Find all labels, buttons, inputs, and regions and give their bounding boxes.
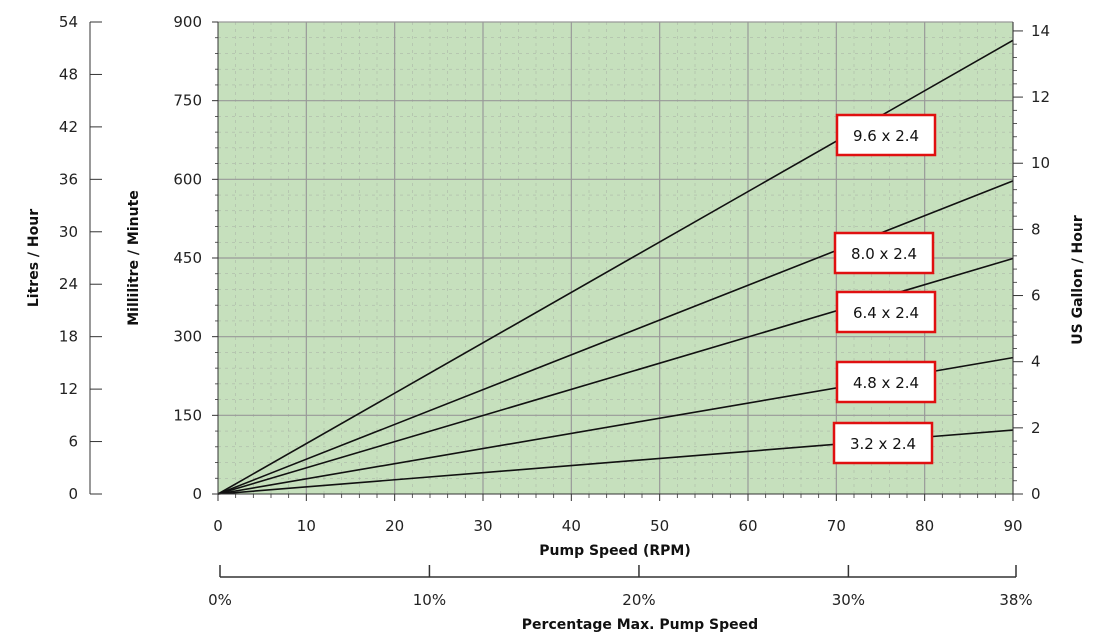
- series-label-box: [835, 290, 937, 334]
- y-tick-label: 600: [173, 170, 202, 188]
- x-tick-label: 20: [385, 517, 404, 535]
- x-tick-label: 50: [650, 517, 669, 535]
- y-tick-label: 0: [192, 485, 202, 503]
- y-right-tick-label: 0: [1031, 485, 1041, 503]
- axes: 0150300450600750900061218243036424854024…: [59, 13, 1050, 609]
- x-axis-secondary-title: Percentage Max. Pump Speed: [522, 617, 758, 633]
- y-outer-tick-label: 36: [59, 170, 78, 188]
- x-secondary-tick-label: 38%: [999, 591, 1032, 609]
- y-outer-tick-label: 42: [59, 118, 78, 136]
- y-right-tick-label: 10: [1031, 154, 1050, 172]
- y-right-tick-label: 8: [1031, 220, 1041, 238]
- y-right-tick-label: 6: [1031, 287, 1041, 305]
- series-label-box: [835, 113, 937, 157]
- series-label: 8.0 x 2.4: [851, 245, 917, 263]
- y-axis-right-title: US Gallon / Hour: [1070, 215, 1086, 345]
- y-outer-tick-label: 18: [59, 328, 78, 346]
- x-tick-label: 60: [738, 517, 757, 535]
- y-right-tick-label: 2: [1031, 419, 1041, 437]
- x-tick-label: 10: [297, 517, 316, 535]
- x-tick-label: 30: [473, 517, 492, 535]
- y-right-tick-label: 12: [1031, 88, 1050, 106]
- y-right-tick-label: 14: [1031, 22, 1050, 40]
- y-tick-label: 300: [173, 328, 202, 346]
- x-secondary-tick-label: 20%: [622, 591, 655, 609]
- y-outer-tick-label: 6: [68, 433, 78, 451]
- y-tick-label: 900: [173, 13, 202, 31]
- series-label: 4.8 x 2.4: [853, 374, 919, 392]
- y-tick-label: 750: [173, 92, 202, 110]
- x-tick-label: 40: [562, 517, 581, 535]
- y-outer-tick-label: 30: [59, 223, 78, 241]
- y-tick-label: 150: [173, 406, 202, 424]
- y-outer-tick-label: 48: [59, 65, 78, 83]
- x-tick-label: 80: [915, 517, 934, 535]
- series-label: 9.6 x 2.4: [853, 127, 919, 145]
- series-label: 3.2 x 2.4: [850, 435, 916, 453]
- y-outer-tick-label: 12: [59, 380, 78, 398]
- x-tick-label: 70: [827, 517, 846, 535]
- series-label-box: [833, 231, 935, 275]
- x-secondary-tick-label: 0%: [208, 591, 232, 609]
- x-axis-title: Pump Speed (RPM): [539, 543, 690, 559]
- series-label-box: [835, 360, 937, 404]
- series-label: 6.4 x 2.4: [853, 304, 919, 322]
- y-outer-tick-label: 0: [68, 485, 78, 503]
- x-secondary-tick-label: 30%: [832, 591, 865, 609]
- y-tick-label: 450: [173, 249, 202, 267]
- y-outer-tick-label: 24: [59, 275, 78, 293]
- y-axis-title: Millilitre / Minute: [126, 190, 142, 326]
- x-tick-label: 90: [1003, 517, 1022, 535]
- series-labels: 9.6 x 2.4 8.0 x 2.4 6.4 x 2.4 4.8 x 2.4 3.2 …: [832, 113, 937, 465]
- x-tick-label: 0: [213, 517, 223, 535]
- y-axis-outer-title: Litres / Hour: [26, 209, 42, 307]
- y-right-tick-label: 4: [1031, 353, 1041, 371]
- series-label-box: [832, 421, 934, 465]
- y-outer-tick-label: 54: [59, 13, 78, 31]
- x-secondary-tick-label: 10%: [413, 591, 446, 609]
